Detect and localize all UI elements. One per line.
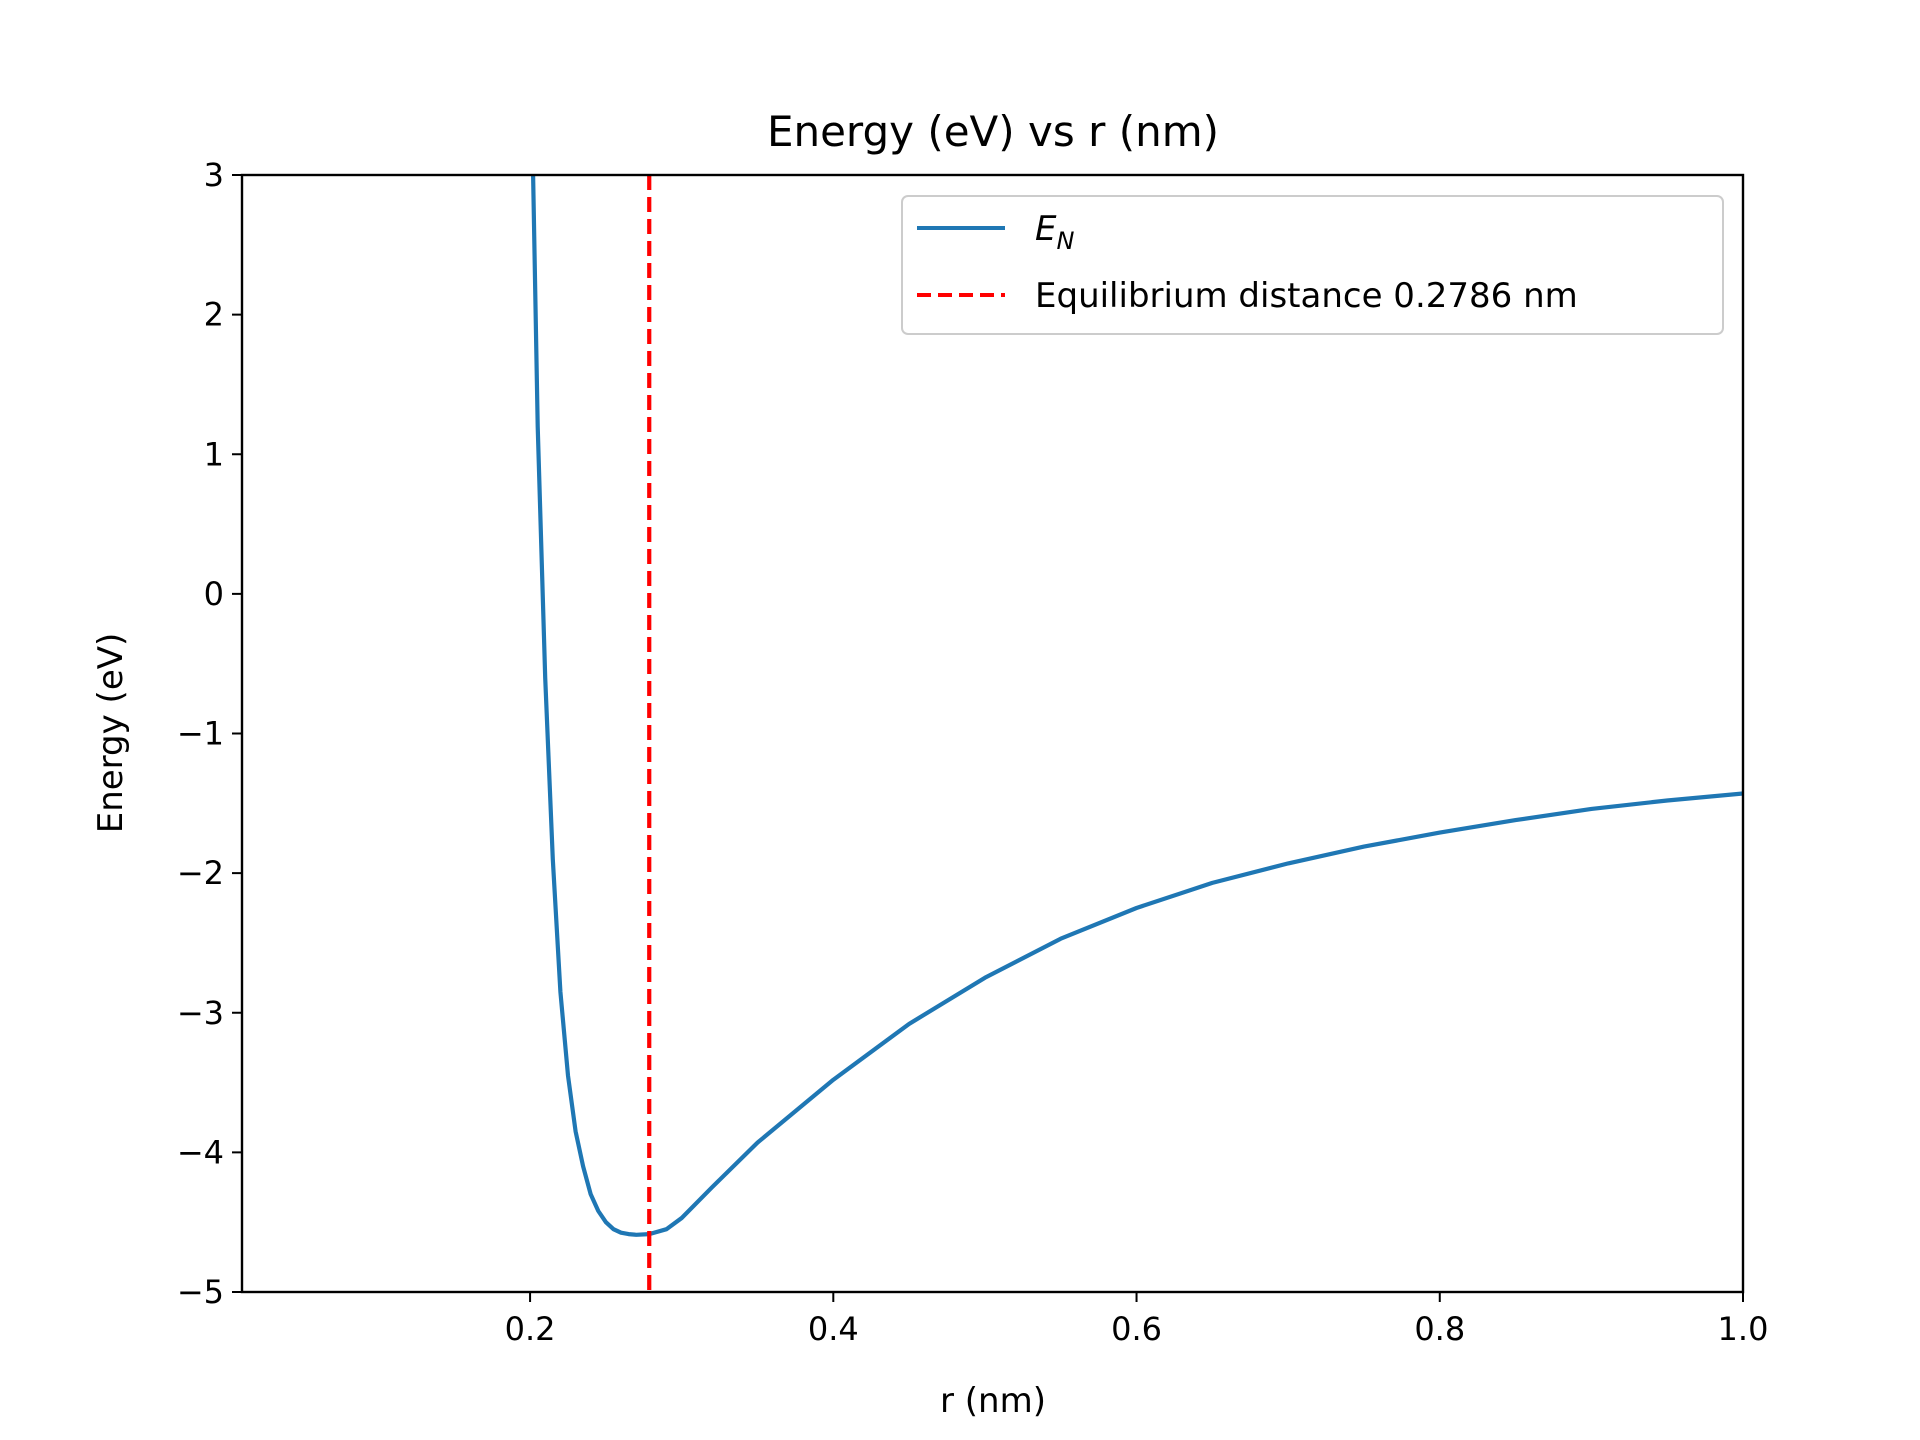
x-tick-label: 0.4 bbox=[808, 1310, 859, 1348]
x-axis-ticks: 0.2 0.4 0.6 0.8 1.0 bbox=[505, 1292, 1769, 1348]
series-line-energy bbox=[530, 175, 1743, 1237]
y-tick-label: −3 bbox=[177, 994, 224, 1032]
y-axis-ticks: −5 −4 −3 −2 −1 0 1 2 3 bbox=[177, 156, 242, 1311]
x-axis-label: r (nm) bbox=[940, 1381, 1046, 1421]
x-tick-label: 0.8 bbox=[1414, 1310, 1465, 1348]
y-tick-label: 3 bbox=[204, 156, 224, 194]
series-layer bbox=[530, 175, 1743, 1292]
legend-label-equilibrium: Equilibrium distance 0.2786 nm bbox=[1035, 276, 1578, 316]
x-tick-label: 0.2 bbox=[505, 1310, 556, 1348]
legend-label-energy-sub: N bbox=[1056, 227, 1074, 255]
chart-title: Energy (eV) vs r (nm) bbox=[767, 107, 1219, 156]
y-tick-label: 1 bbox=[204, 435, 224, 473]
x-tick-label: 1.0 bbox=[1718, 1310, 1769, 1348]
legend-box bbox=[901, 195, 1724, 335]
y-axis-label: Energy (eV) bbox=[91, 633, 131, 834]
legend: EN Equilibrium distance 0.2786 nm bbox=[901, 195, 1724, 335]
y-tick-label: −2 bbox=[177, 854, 224, 892]
y-tick-label: −5 bbox=[177, 1273, 224, 1311]
y-tick-label: −1 bbox=[177, 715, 224, 753]
y-tick-label: 0 bbox=[204, 575, 224, 613]
legend-label-energy: EN bbox=[1035, 209, 1074, 255]
legend-label-energy-main: E bbox=[1035, 209, 1057, 249]
x-tick-label: 0.6 bbox=[1111, 1310, 1162, 1348]
y-tick-label: −4 bbox=[177, 1133, 224, 1171]
y-tick-label: 2 bbox=[204, 296, 224, 334]
